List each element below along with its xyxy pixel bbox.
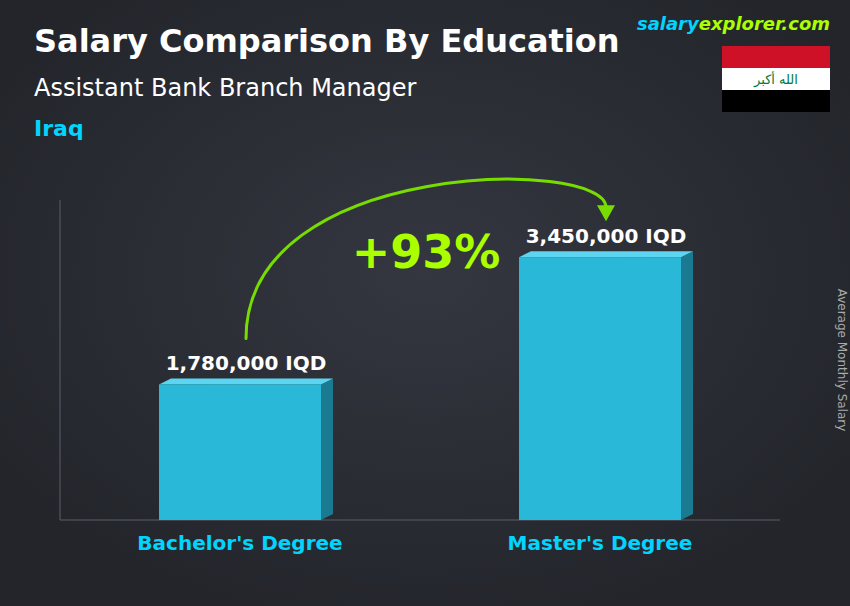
percent-change: +93% xyxy=(352,225,501,279)
y-axis-line xyxy=(60,200,61,520)
flag: الله أكبر xyxy=(722,46,830,112)
bar-side xyxy=(681,251,693,520)
y-axis-label: Average Monthly Salary xyxy=(835,289,849,432)
flag-stripe xyxy=(722,68,830,90)
subtitle: Assistant Bank Branch Manager xyxy=(34,74,416,102)
country: Iraq xyxy=(34,116,84,141)
chart-container: Salary Comparison By Education Assistant … xyxy=(0,0,850,606)
flag-stripe xyxy=(722,46,830,68)
title: Salary Comparison By Education xyxy=(34,22,620,60)
change-arrow xyxy=(246,179,606,338)
bar-top xyxy=(519,251,693,257)
bar xyxy=(519,257,681,520)
x-tick-label: Bachelor's Degree xyxy=(137,531,342,555)
flag-stripe xyxy=(722,90,830,112)
flag-text: الله أكبر xyxy=(753,71,798,88)
watermark-explorer: explorer.com xyxy=(699,13,830,34)
data-label: 3,450,000 IQD xyxy=(526,224,687,248)
chart-svg: Salary Comparison By Education Assistant … xyxy=(0,0,850,606)
x-tick-label: Master's Degree xyxy=(508,531,693,555)
bar xyxy=(159,384,321,520)
watermark-salary: salary xyxy=(637,13,700,34)
background xyxy=(0,0,850,606)
bars xyxy=(159,251,693,520)
data-label: 1,780,000 IQD xyxy=(166,351,327,375)
bar-top xyxy=(159,378,333,384)
arrow-head xyxy=(597,205,615,221)
bar-side xyxy=(321,378,333,520)
watermark: salaryexplorer.com xyxy=(637,13,830,34)
